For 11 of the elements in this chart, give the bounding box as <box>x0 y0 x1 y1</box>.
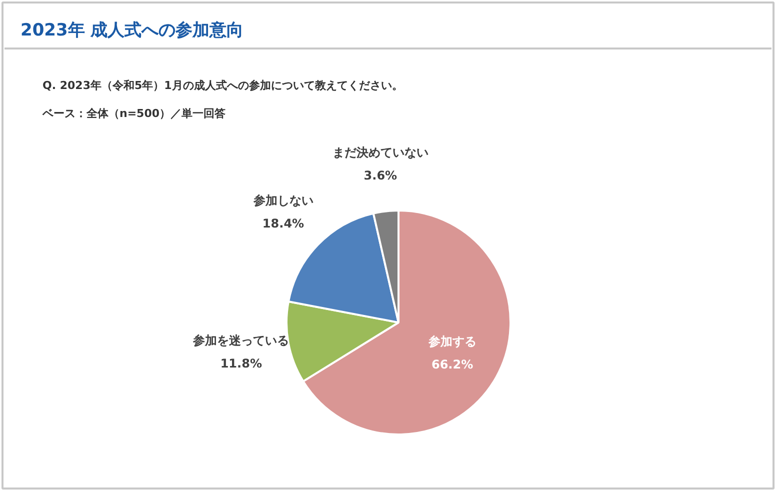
slice-label: 参加を迷っている <box>192 333 290 348</box>
data-label: 66.2% <box>431 358 474 372</box>
data-label: 3.6% <box>364 168 398 183</box>
text: ベース：全体（n=500）／単一回答 <box>42 107 227 120</box>
text: Q. 2023年（令和5年）1月の成人式への参加について教えてください。 <box>42 79 403 92</box>
slice-label: まだ決めていない <box>332 146 428 160</box>
slice-label: 参加しない <box>252 194 314 208</box>
chart-title: 2023年 成人式への参加意向 <box>20 20 244 40</box>
data-label: 11.8% <box>220 356 262 370</box>
data-label: 18.4% <box>262 216 304 231</box>
slice-label: 参加する <box>427 334 476 349</box>
